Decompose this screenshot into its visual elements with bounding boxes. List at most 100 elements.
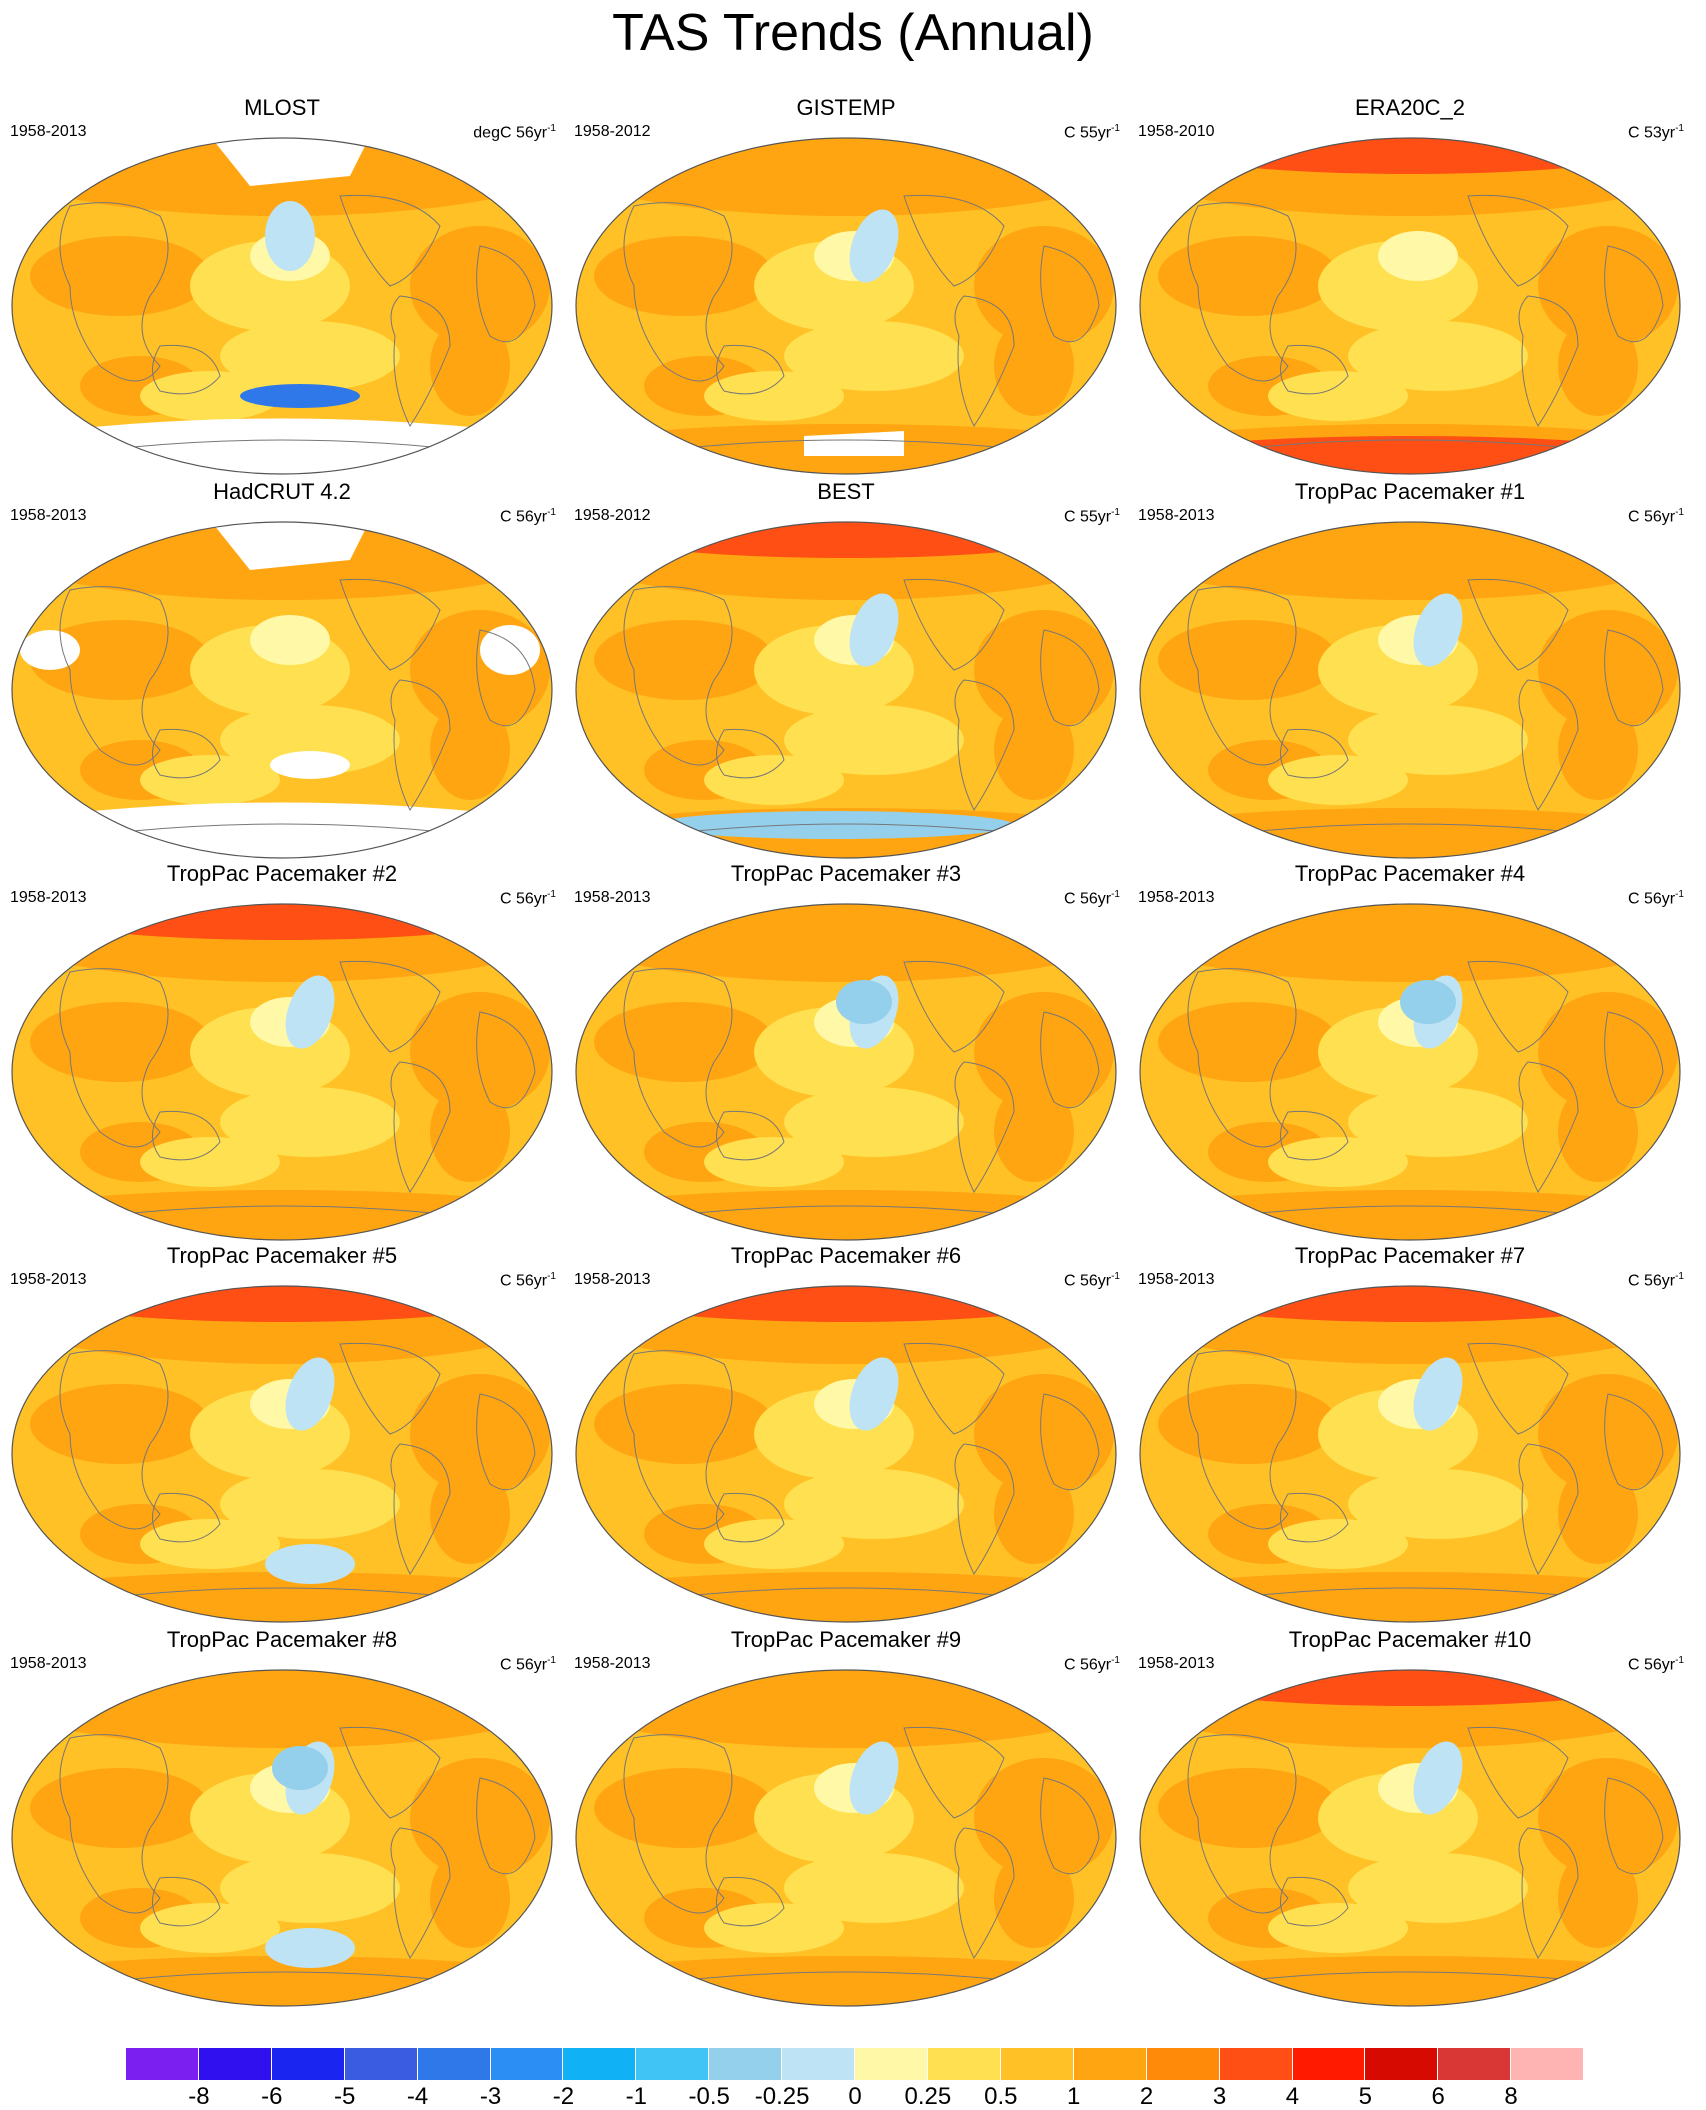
panel-period: 1958-2013 bbox=[10, 123, 87, 140]
southern-ocean-band bbox=[1140, 1572, 1680, 1622]
coastline-asia bbox=[1187, 1734, 1297, 1914]
coastline-south-america bbox=[954, 679, 1015, 811]
coastline-asia bbox=[1187, 968, 1297, 1148]
panel-units: C 56yr-1 bbox=[500, 504, 556, 526]
panel-units: C 56yr-1 bbox=[500, 886, 556, 908]
map-panel: ERA20C_2 1958-2010 C 53yr-1 bbox=[1128, 96, 1692, 476]
panel-units-text: C 56yr bbox=[1063, 1656, 1112, 1674]
land-warming bbox=[1538, 1758, 1678, 1878]
coastline-australia bbox=[716, 728, 785, 779]
map-field bbox=[1140, 1670, 1680, 2006]
coastline-asia bbox=[1187, 202, 1297, 382]
coastline-africa bbox=[1604, 629, 1664, 727]
panel-units: C 56yr-1 bbox=[500, 1268, 556, 1290]
land-warming bbox=[594, 236, 774, 316]
land-warming bbox=[30, 1768, 210, 1848]
coastline-africa bbox=[1604, 1393, 1664, 1491]
panel-units-text: C 56yr bbox=[1627, 508, 1676, 526]
panel-units-text: degC 56yr bbox=[473, 124, 548, 142]
missing-data-patch bbox=[270, 751, 350, 779]
map-outline bbox=[575, 1285, 1117, 1623]
southern-ocean-weak-trend bbox=[704, 1519, 844, 1569]
coastline-south-america bbox=[1518, 679, 1579, 811]
panel-title: MLOST bbox=[244, 95, 320, 120]
land-warming bbox=[594, 620, 774, 700]
land-warming bbox=[974, 992, 1114, 1112]
panel-period: 1958-2013 bbox=[1138, 507, 1215, 524]
trend-map bbox=[1139, 521, 1681, 859]
coastline-south-america bbox=[390, 1443, 451, 1575]
panel-title: TropPac Pacemaker #1 bbox=[1294, 479, 1526, 504]
map-outline bbox=[11, 1669, 553, 2007]
panel-units-exponent: -1 bbox=[1111, 507, 1120, 518]
map-field bbox=[576, 1670, 1116, 2006]
colorbar-label: 2 bbox=[1139, 2083, 1154, 2110]
map-field bbox=[12, 1670, 552, 2006]
ne-pacific-cooling bbox=[285, 1357, 335, 1431]
strong-arctic-warming bbox=[1150, 138, 1670, 174]
south-atlantic-cooling bbox=[265, 1928, 355, 1968]
near-zero-trend bbox=[250, 615, 330, 665]
colorbar-label: 5 bbox=[1358, 2083, 1372, 2110]
coastline-north-america bbox=[903, 960, 1005, 1053]
map-outline bbox=[1139, 903, 1681, 1241]
coastline-africa bbox=[476, 1777, 536, 1875]
strong-arctic-warming bbox=[586, 1286, 1106, 1322]
land-warming bbox=[1158, 1384, 1338, 1464]
missing-data-antarctica bbox=[12, 418, 552, 474]
land-warming bbox=[30, 1384, 210, 1464]
coastline-australia bbox=[1280, 1110, 1349, 1161]
coastline-north-america bbox=[339, 194, 441, 287]
pacific-weak-trend bbox=[220, 1469, 400, 1539]
coastline-south-america bbox=[954, 295, 1015, 427]
panel-period: 1958-2013 bbox=[10, 507, 87, 524]
panel-title: TropPac Pacemaker #7 bbox=[1294, 1243, 1526, 1268]
colorbar-label: -8 bbox=[188, 2083, 210, 2110]
pacific-weak-trend bbox=[1348, 1853, 1528, 1923]
panel-title: TropPac Pacemaker #9 bbox=[730, 1627, 962, 1652]
coastline-north-america bbox=[903, 1726, 1005, 1819]
southern-ocean-weak-trend bbox=[1268, 1137, 1408, 1187]
map-field bbox=[576, 522, 1116, 858]
ne-pacific-cooling bbox=[836, 980, 892, 1024]
panel-units-exponent: -1 bbox=[547, 1271, 556, 1282]
colorbar-swatch bbox=[1292, 2048, 1366, 2080]
missing-data-arctic bbox=[210, 138, 370, 186]
panel-units-text: C 56yr bbox=[1063, 890, 1112, 908]
trend-map bbox=[575, 1669, 1117, 2007]
coastline-north-america bbox=[903, 1342, 1005, 1435]
panel-units-exponent: -1 bbox=[1675, 889, 1684, 900]
strong-arctic-warming bbox=[1150, 1286, 1670, 1322]
southern-ocean-weak-trend bbox=[1268, 371, 1408, 421]
colorbar-label: -1 bbox=[625, 2083, 647, 2110]
panel-title: BEST bbox=[817, 479, 875, 504]
colorbar-swatch bbox=[1219, 2048, 1293, 2080]
coastline-australia bbox=[1280, 728, 1349, 779]
ne-pacific-cooling bbox=[849, 209, 899, 283]
coastline-asia bbox=[59, 1350, 169, 1530]
coastline-north-america bbox=[1467, 578, 1569, 671]
southern-ocean-band bbox=[576, 1190, 1116, 1240]
map-outline bbox=[1139, 521, 1681, 859]
panel-units-text: C 55yr bbox=[1063, 124, 1112, 142]
panel-title: GISTEMP bbox=[796, 95, 896, 120]
colorbar-label: 3 bbox=[1212, 2083, 1227, 2110]
coastline-south-america bbox=[390, 1827, 451, 1959]
ne-pacific-cooling bbox=[1413, 1357, 1463, 1431]
cooling-patch bbox=[240, 384, 360, 408]
panel-units: C 56yr-1 bbox=[1628, 1268, 1684, 1290]
southern-ocean-cooling bbox=[654, 811, 1014, 839]
colorbar-label: -2 bbox=[552, 2083, 575, 2110]
trend-map bbox=[11, 903, 553, 1241]
panel-title: TropPac Pacemaker #2 bbox=[166, 861, 398, 886]
coastline-south-america bbox=[390, 1061, 451, 1193]
colorbar-label: 0 bbox=[848, 2083, 862, 2110]
arctic-warming bbox=[576, 138, 1116, 216]
land-warming bbox=[410, 1374, 550, 1494]
map-outline bbox=[11, 137, 553, 475]
pacific-weak-trend bbox=[784, 321, 964, 391]
coastline-north-america bbox=[339, 960, 441, 1053]
trend-map bbox=[11, 1285, 553, 1623]
panel-units-exponent: -1 bbox=[1111, 123, 1120, 134]
land-warming bbox=[30, 236, 210, 316]
